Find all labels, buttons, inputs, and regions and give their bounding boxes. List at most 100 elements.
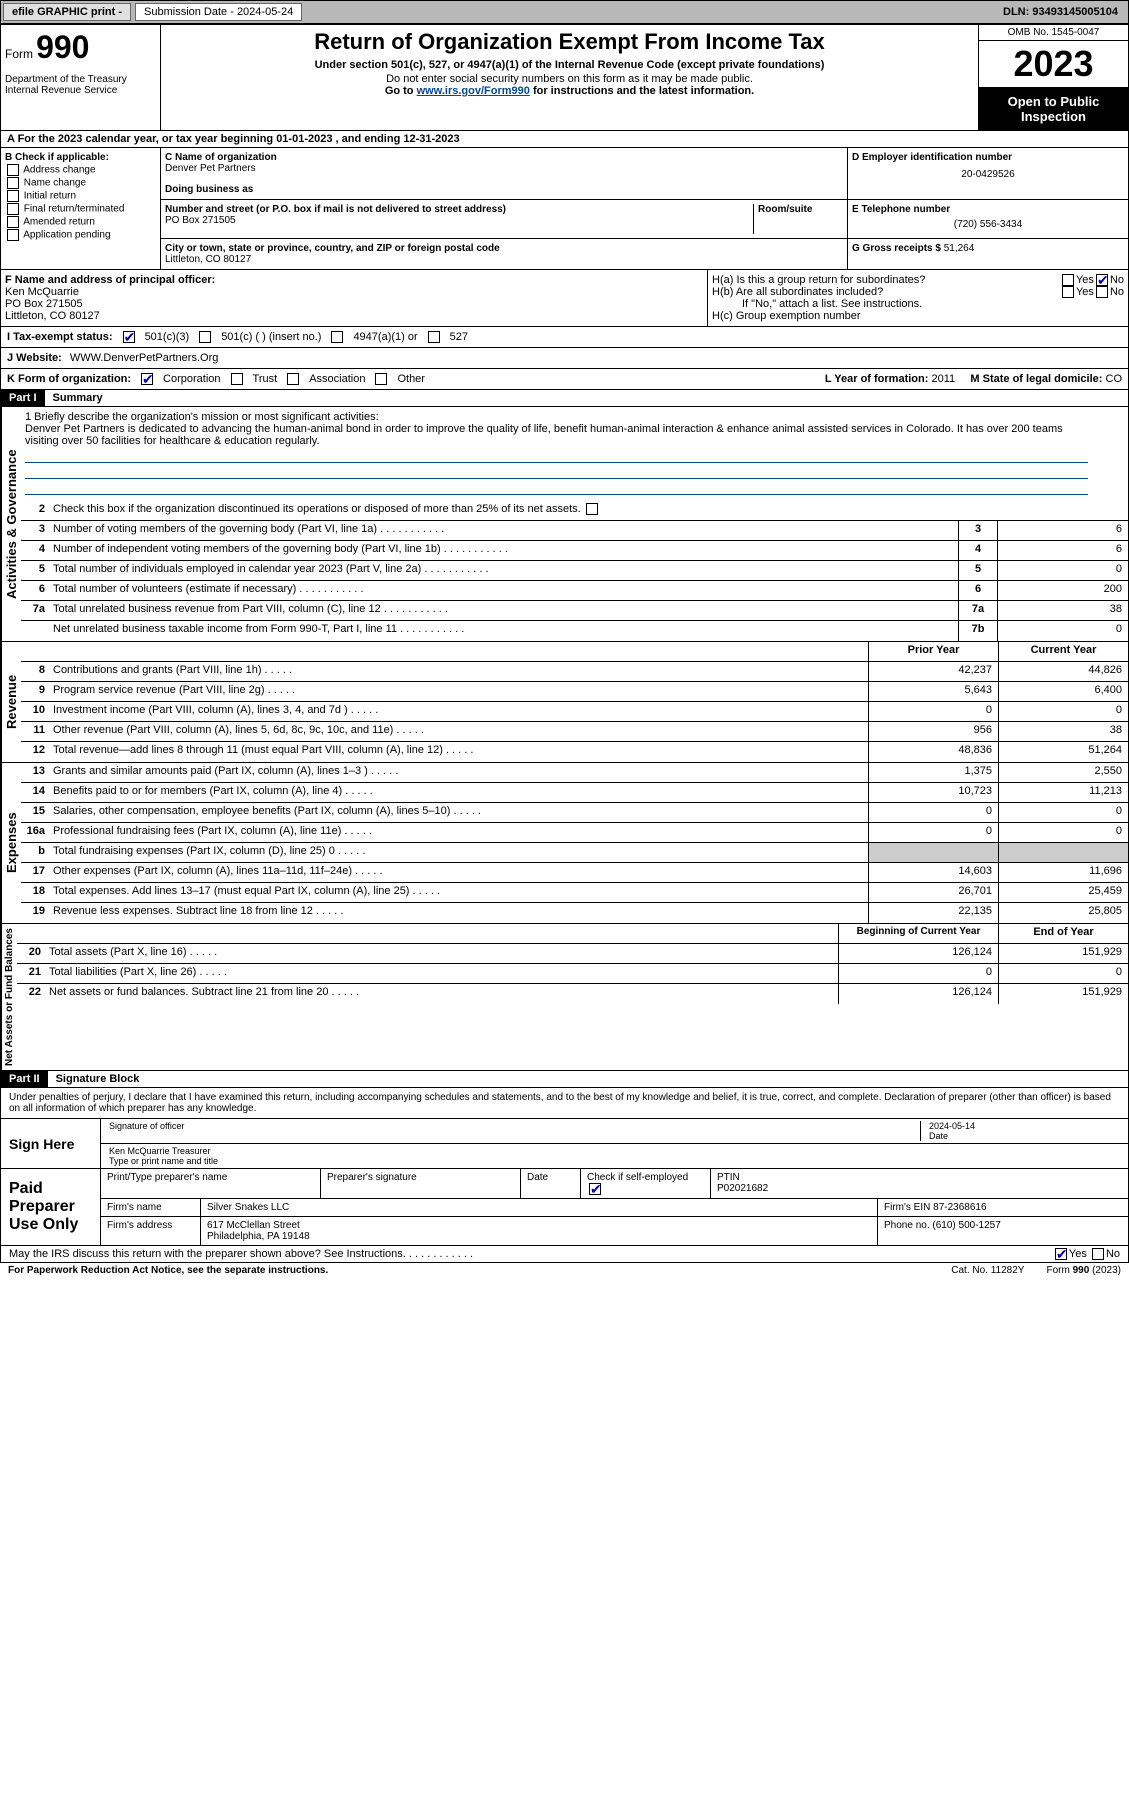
chk-discuss-no[interactable] xyxy=(1092,1248,1104,1260)
row-a-tax-year: A For the 2023 calendar year, or tax yea… xyxy=(0,131,1129,148)
table-row: 16aProfessional fundraising fees (Part I… xyxy=(21,823,1128,843)
chk-corp[interactable] xyxy=(141,373,153,385)
row-j-website: J Website: WWW.DenverPetPartners.Org xyxy=(0,348,1129,369)
row-klm: K Form of organization: Corporation Trus… xyxy=(0,369,1129,390)
chk-assoc[interactable] xyxy=(287,373,299,385)
table-row: 17Other expenses (Part IX, column (A), l… xyxy=(21,863,1128,883)
chk-self-employed[interactable]: Check if self-employed xyxy=(581,1169,711,1198)
mission-box: 1 Briefly describe the organization's mi… xyxy=(21,407,1128,501)
revenue-section: Revenue Prior Year Current Year 8Contrib… xyxy=(0,642,1129,763)
dln: DLN: 93493145005104 xyxy=(995,4,1126,20)
table-row: 6Total number of volunteers (estimate if… xyxy=(21,581,1128,601)
table-row: 19Revenue less expenses. Subtract line 1… xyxy=(21,903,1128,923)
chk-app-pending[interactable]: Application pending xyxy=(5,229,156,241)
telephone-cell: E Telephone number (720) 556-3434 xyxy=(848,200,1128,238)
open-inspection: Open to Public Inspection xyxy=(979,88,1128,130)
table-row: 13Grants and similar amounts paid (Part … xyxy=(21,763,1128,783)
firm-phone: (610) 500-1257 xyxy=(932,1220,1000,1231)
year-formation: L Year of formation: 2011 M State of leg… xyxy=(825,373,1122,385)
city-state-zip: Littleton, CO 80127 xyxy=(165,254,251,265)
col-b-checkboxes: B Check if applicable: Address change Na… xyxy=(1,148,161,269)
chk-group-yes[interactable] xyxy=(1062,274,1074,286)
chk-address-change[interactable]: Address change xyxy=(5,164,156,176)
chk-4947[interactable] xyxy=(331,331,343,343)
form-subtitle-2: Do not enter social security numbers on … xyxy=(165,73,974,85)
table-row: 18Total expenses. Add lines 13–17 (must … xyxy=(21,883,1128,903)
table-row: bTotal fundraising expenses (Part IX, co… xyxy=(21,843,1128,863)
revenue-hdr: Prior Year Current Year xyxy=(21,642,1128,662)
chk-group-no[interactable] xyxy=(1096,274,1108,286)
footer: For Paperwork Reduction Act Notice, see … xyxy=(0,1263,1129,1278)
firm-address: 617 McClellan StreetPhiladelphia, PA 191… xyxy=(201,1217,878,1245)
table-row: 7aTotal unrelated business revenue from … xyxy=(21,601,1128,621)
org-name: Denver Pet Partners xyxy=(165,163,256,174)
chk-amended[interactable]: Amended return xyxy=(5,216,156,228)
officer-group-grid: F Name and address of principal officer:… xyxy=(0,270,1129,327)
table-row: 5Total number of individuals employed in… xyxy=(21,561,1128,581)
chk-final-return[interactable]: Final return/terminated xyxy=(5,203,156,215)
form-word: Form xyxy=(5,47,33,61)
expenses-vlabel: Expenses xyxy=(1,763,21,923)
paid-preparer-label: Paid Preparer Use Only xyxy=(1,1169,101,1245)
table-row: 14Benefits paid to or for members (Part … xyxy=(21,783,1128,803)
part-2-header: Part II Signature Block xyxy=(0,1071,1129,1088)
table-row: 22Net assets or fund balances. Subtract … xyxy=(17,984,1128,1004)
submission-date: Submission Date - 2024-05-24 xyxy=(135,3,302,21)
treasury-dept: Department of the Treasury Internal Reve… xyxy=(5,74,156,96)
chk-line2[interactable] xyxy=(586,503,598,515)
form-subtitle-1: Under section 501(c), 527, or 4947(a)(1)… xyxy=(165,59,974,71)
top-toolbar: efile GRAPHIC print - Submission Date - … xyxy=(0,0,1129,24)
line-2: 2 Check this box if the organization dis… xyxy=(21,501,1128,521)
street-cell: Number and street (or P.O. box if mail i… xyxy=(161,200,848,238)
form-title: Return of Organization Exempt From Incom… xyxy=(165,29,974,55)
efile-print-button[interactable]: efile GRAPHIC print - xyxy=(3,3,131,21)
officer-name: Ken McQuarrie Treasurer xyxy=(109,1146,1120,1156)
irs-link[interactable]: www.irs.gov/Form990 xyxy=(417,85,530,97)
entity-info-grid: B Check if applicable: Address change Na… xyxy=(0,148,1129,270)
table-row: 8Contributions and grants (Part VIII, li… xyxy=(21,662,1128,682)
netassets-hdr: Beginning of Current Year End of Year xyxy=(17,924,1128,944)
omb-number: OMB No. 1545-0047 xyxy=(979,25,1128,41)
gross-receipts-cell: G Gross receipts $ 51,264 xyxy=(848,239,1128,269)
chk-501c3[interactable] xyxy=(123,331,135,343)
netassets-vlabel: Net Assets or Fund Balances xyxy=(1,924,17,1070)
table-row: 15Salaries, other compensation, employee… xyxy=(21,803,1128,823)
gross-receipts: 51,264 xyxy=(944,243,975,254)
chk-527[interactable] xyxy=(428,331,440,343)
chk-discuss-yes[interactable] xyxy=(1055,1248,1067,1260)
chk-trust[interactable] xyxy=(231,373,243,385)
table-row: 11Other revenue (Part VIII, column (A), … xyxy=(21,722,1128,742)
table-row: 12Total revenue—add lines 8 through 11 (… xyxy=(21,742,1128,762)
table-row: 3Number of voting members of the governi… xyxy=(21,521,1128,541)
city-cell: City or town, state or province, country… xyxy=(161,239,848,269)
table-row: 10Investment income (Part VIII, column (… xyxy=(21,702,1128,722)
chk-other[interactable] xyxy=(375,373,387,385)
netassets-section: Net Assets or Fund Balances Beginning of… xyxy=(0,924,1129,1071)
row-i-tax-status: I Tax-exempt status: 501(c)(3) 501(c) ( … xyxy=(0,327,1129,348)
mission-text: Denver Pet Partners is dedicated to adva… xyxy=(25,423,1088,447)
part-1-header: Part I Summary xyxy=(0,390,1129,407)
chk-501c[interactable] xyxy=(199,331,211,343)
tax-year: 2023 xyxy=(979,41,1128,88)
perjury-statement: Under penalties of perjury, I declare th… xyxy=(1,1088,1128,1119)
form-header: Form 990 Department of the Treasury Inte… xyxy=(0,24,1129,131)
ptin: P02021682 xyxy=(717,1183,768,1194)
form-number: 990 xyxy=(36,29,89,65)
expenses-section: Expenses 13Grants and similar amounts pa… xyxy=(0,763,1129,924)
chk-sub-yes[interactable] xyxy=(1062,286,1074,298)
firm-ein: 87-2368616 xyxy=(933,1202,986,1213)
form-title-block: Return of Organization Exempt From Incom… xyxy=(161,25,978,130)
col-cd: C Name of organization Denver Pet Partne… xyxy=(161,148,1128,269)
chk-initial-return[interactable]: Initial return xyxy=(5,190,156,202)
org-name-cell: C Name of organization Denver Pet Partne… xyxy=(161,148,848,199)
principal-officer: F Name and address of principal officer:… xyxy=(1,270,708,326)
website-url: WWW.DenverPetPartners.Org xyxy=(70,352,219,364)
sign-here-label: Sign Here xyxy=(1,1119,101,1168)
sig-date: 2024-05-14 xyxy=(929,1121,1120,1131)
chk-sub-no[interactable] xyxy=(1096,286,1108,298)
chk-name-change[interactable]: Name change xyxy=(5,177,156,189)
governance-vlabel: Activities & Governance xyxy=(1,407,21,641)
signature-section: Under penalties of perjury, I declare th… xyxy=(0,1088,1129,1246)
firm-name: Silver Snakes LLC xyxy=(201,1199,878,1216)
table-row: 9Program service revenue (Part VIII, lin… xyxy=(21,682,1128,702)
